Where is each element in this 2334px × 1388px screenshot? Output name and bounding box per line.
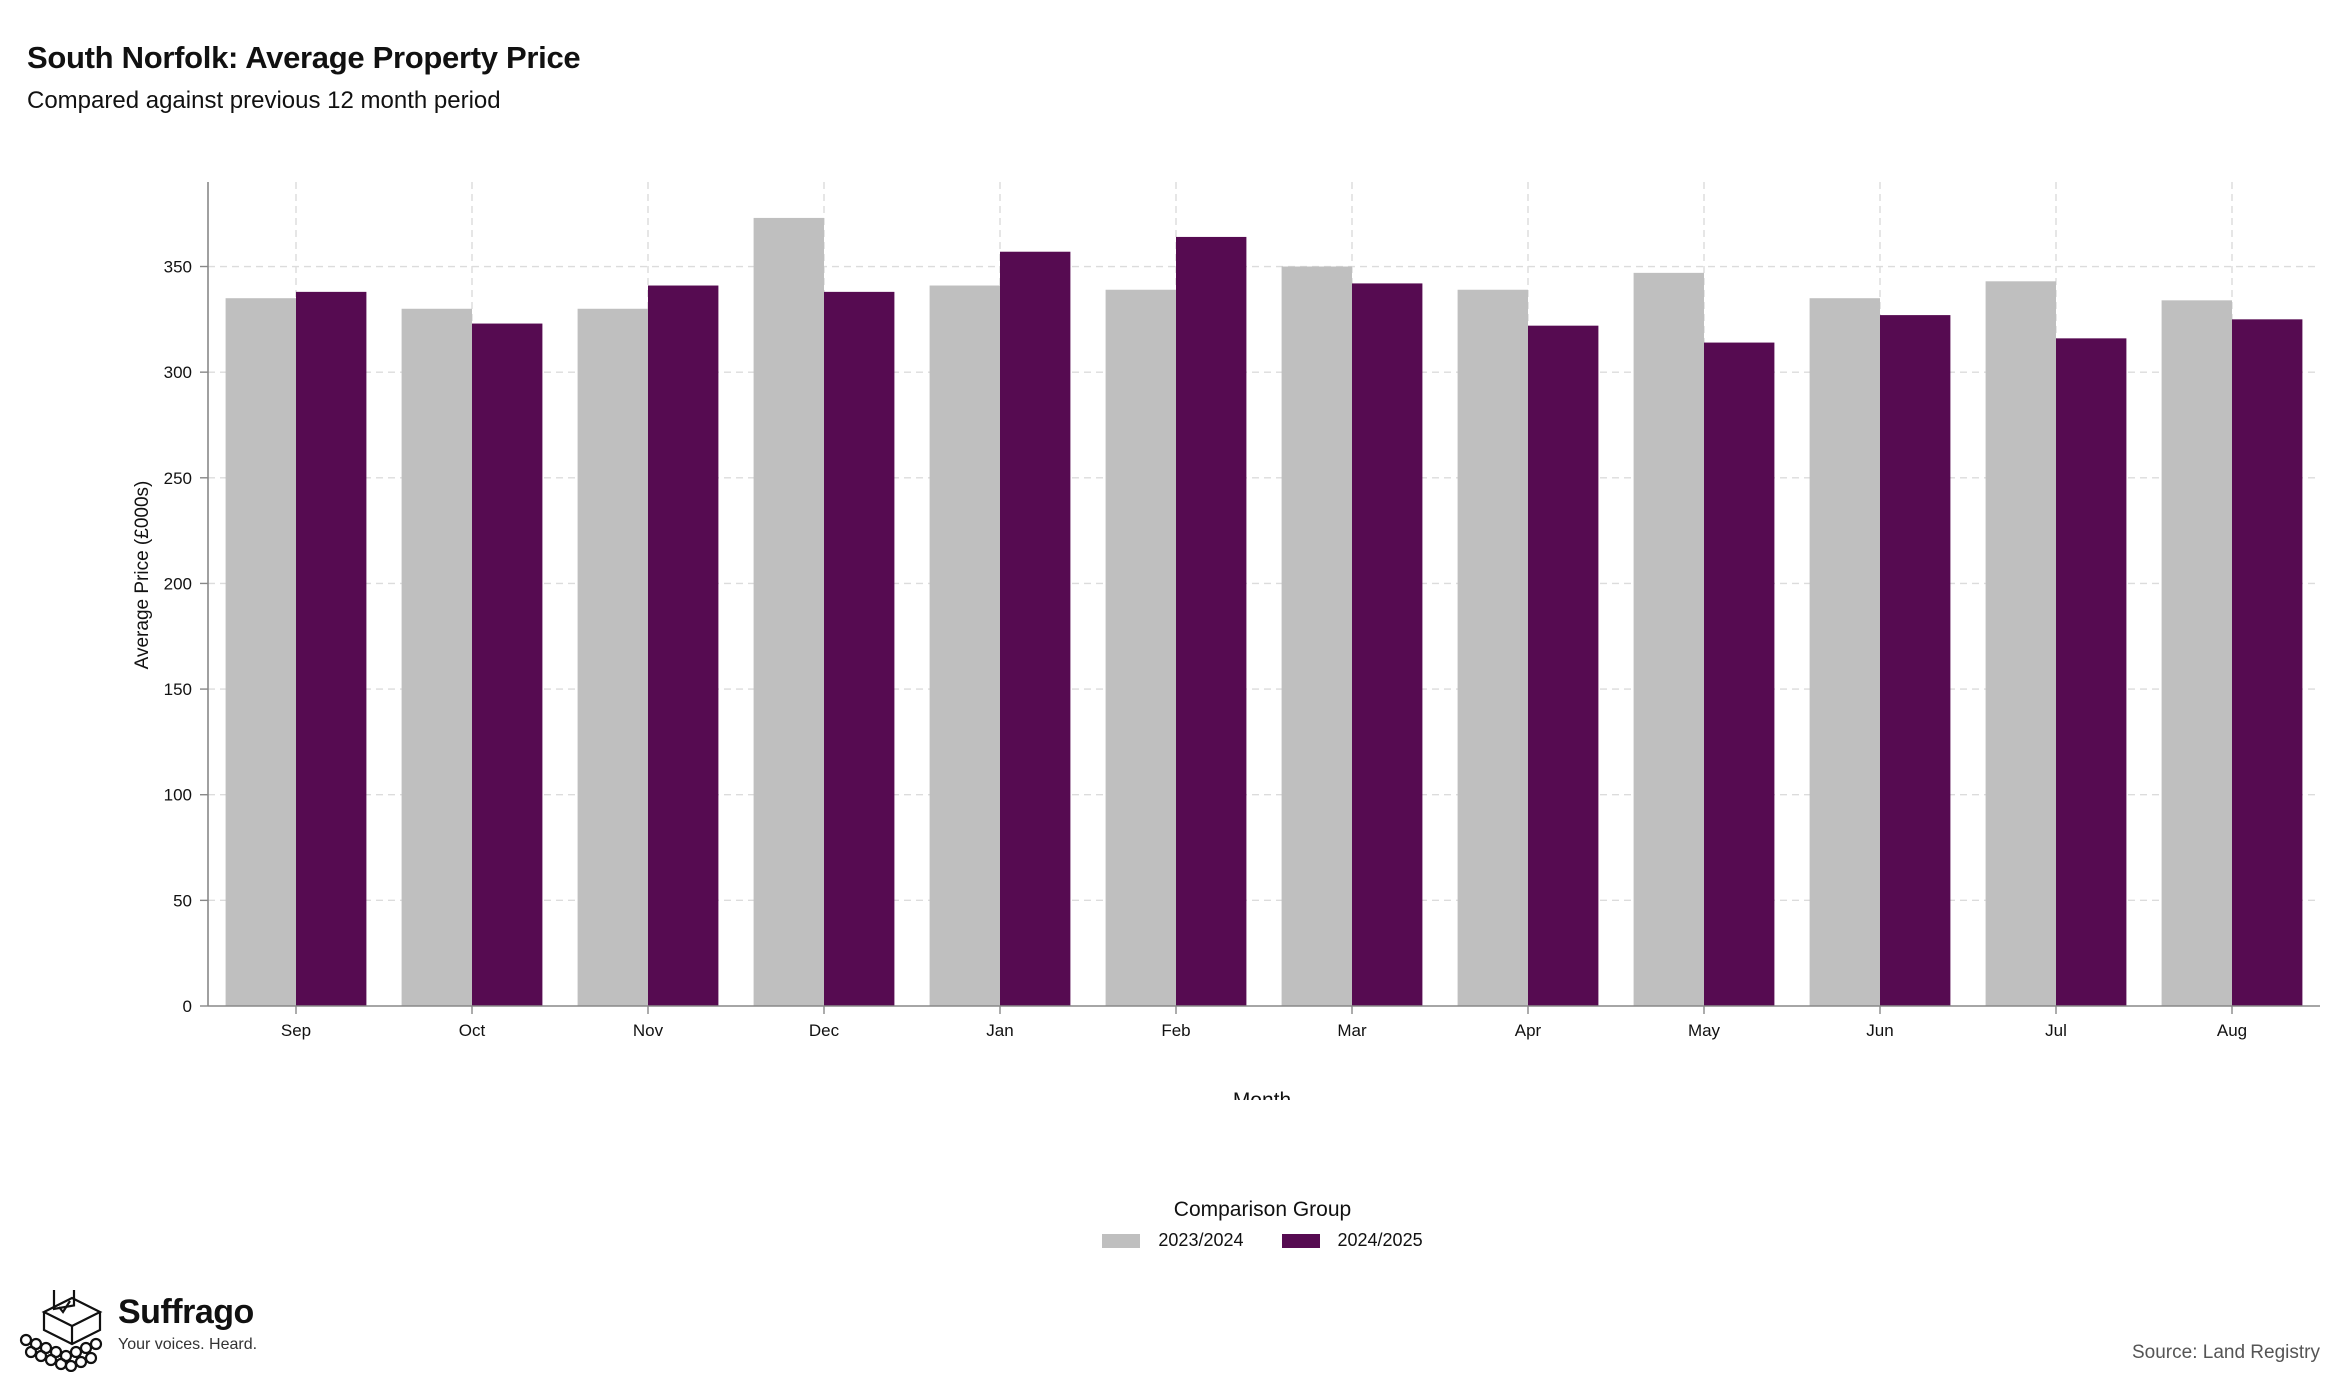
source-note: Source: Land Registry: [2132, 1342, 2320, 1363]
bar-2023-2024-feb: [1105, 289, 1176, 1006]
x-tick-label: Jun: [1866, 1021, 1893, 1040]
legend-swatch-2023-2024: [1102, 1233, 1141, 1248]
bar-chart: 0 50 100 150 200 250 300 350 Sep Oct Nov Dec Jan Feb M…: [132, 182, 2320, 1100]
y-tick-label: 100: [164, 786, 192, 805]
bar-2023-2024-mar: [1281, 266, 1352, 1006]
bar-2024-2025-jun: [1880, 315, 1951, 1007]
bars: [225, 217, 2303, 1007]
bar-2023-2024-jul: [1985, 281, 2056, 1006]
x-tick-label: Jan: [986, 1021, 1013, 1040]
ballot-box-crowd-icon: [19, 1290, 103, 1372]
legend-items: 2023/2024 2024/2025: [1102, 1230, 1423, 1251]
bar-2024-2025-aug: [2232, 319, 2303, 1006]
legend: Comparison Group 2023/2024 2024/2025: [0, 1198, 2334, 1253]
brand-tagline: Your voices. Heard.: [118, 1336, 258, 1353]
y-tick-label: 200: [164, 574, 192, 593]
bar-2023-2024-nov: [577, 308, 648, 1006]
y-tick-label: 300: [164, 363, 192, 382]
x-tick-label: May: [1688, 1021, 1721, 1040]
brand-logo: Suffrago Your voices. Heard.: [14, 1290, 257, 1372]
x-tick-label: Aug: [2217, 1021, 2247, 1040]
bar-2023-2024-apr: [1457, 289, 1528, 1006]
x-tick-label: Sep: [281, 1021, 311, 1040]
x-tick-label: Mar: [1337, 1021, 1367, 1040]
x-tick-label: Oct: [459, 1021, 486, 1040]
bar-2024-2025-may: [1704, 342, 1775, 1007]
x-tick-label: Jul: [2045, 1021, 2067, 1040]
y-axis-title: Average Price (£000s): [132, 481, 153, 670]
legend-item-2023-2024: 2023/2024: [1102, 1230, 1244, 1251]
bar-2024-2025-dec: [824, 291, 895, 1006]
legend-label-2023-2024: 2023/2024: [1158, 1230, 1244, 1250]
bar-2024-2025-jan: [1000, 251, 1071, 1006]
y-tick-label: 0: [183, 997, 192, 1016]
bar-2023-2024-oct: [401, 308, 472, 1006]
legend-label-2024-2025: 2024/2025: [1337, 1230, 1423, 1250]
chart-subtitle: Compared against previous 12 month perio…: [27, 87, 501, 114]
bar-2023-2024-jun: [1809, 298, 1880, 1006]
bar-2023-2024-aug: [2161, 300, 2232, 1006]
y-tick-label: 350: [164, 258, 192, 277]
chart-title: South Norfolk: Average Property Price: [27, 40, 581, 75]
bar-2024-2025-jul: [2056, 338, 2127, 1006]
x-tick-label: Dec: [809, 1021, 840, 1040]
brand-name: Suffrago: [118, 1293, 254, 1331]
legend-swatch-2024-2025: [1281, 1233, 1320, 1248]
bar-2024-2025-mar: [1352, 283, 1423, 1006]
bar-2023-2024-jan: [929, 285, 1000, 1006]
bar-2024-2025-feb: [1176, 236, 1247, 1006]
legend-title: Comparison Group: [1173, 1198, 1352, 1221]
bar-2024-2025-apr: [1528, 325, 1599, 1007]
x-tick-label: Apr: [1515, 1021, 1542, 1040]
y-tick-label: 250: [164, 469, 192, 488]
y-tick-label: 150: [164, 680, 192, 699]
bar-2024-2025-nov: [648, 285, 719, 1006]
bar-2023-2024-dec: [753, 217, 824, 1006]
axes: 0 50 100 150 200 250 300 350 Sep Oct Nov Dec Jan Feb M…: [164, 182, 2320, 1040]
bar-2024-2025-sep: [296, 291, 367, 1006]
x-tick-label: Nov: [633, 1021, 664, 1040]
bar-2023-2024-may: [1633, 272, 1704, 1006]
x-tick-label: Feb: [1161, 1021, 1190, 1040]
bar-2024-2025-oct: [472, 323, 543, 1006]
brand-text: Suffrago Your voices. Heard.: [118, 1290, 257, 1354]
bar-2023-2024-sep: [225, 298, 296, 1006]
legend-item-2024-2025: 2024/2025: [1281, 1230, 1423, 1251]
x-axis-title: Month: [1233, 1089, 1291, 1100]
y-tick-label: 50: [173, 891, 192, 910]
